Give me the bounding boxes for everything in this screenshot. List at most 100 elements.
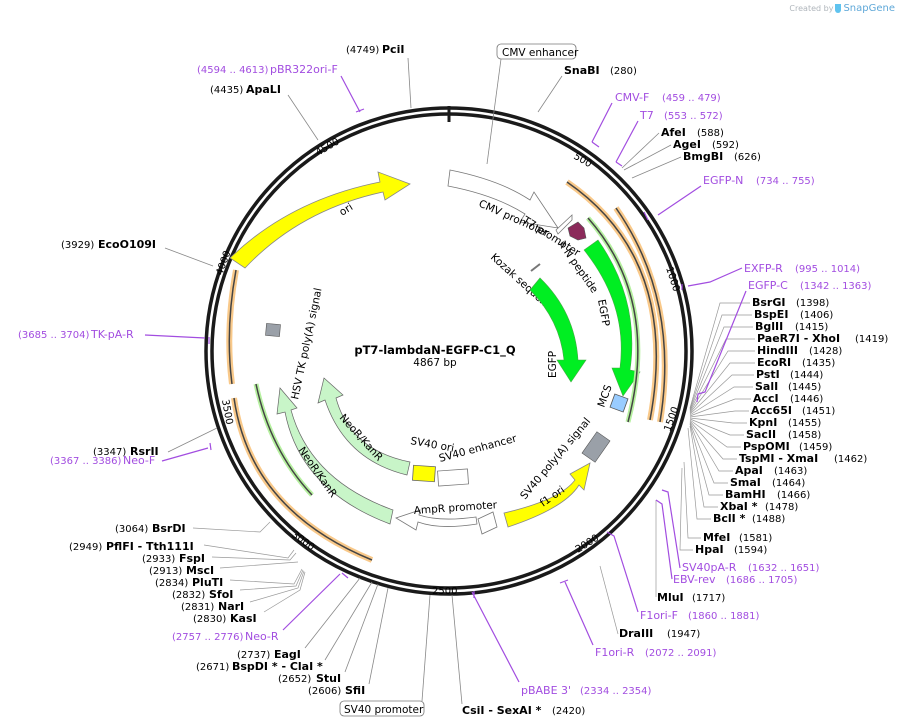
feature-hsv-tk-polya[interactable]: [265, 323, 281, 337]
enzyme-msci[interactable]: MscI: [186, 564, 214, 577]
feature-kozak[interactable]: [530, 263, 541, 272]
svg-text:(1446): (1446): [790, 394, 823, 405]
enzyme-bspei[interactable]: BspEI: [754, 308, 788, 321]
enzyme-bamhi[interactable]: BamHI: [725, 488, 766, 501]
primer-pbr322ori-f[interactable]: pBR322ori-F: [270, 63, 338, 76]
backbone: [204, 106, 694, 596]
primer-ebv-rev[interactable]: EBV-rev: [673, 573, 716, 586]
svg-text:(1463): (1463): [774, 466, 807, 477]
orf-egfp-line: [587, 217, 639, 423]
enzyme-tspmi-xmai[interactable]: TspMI - XmaI: [739, 452, 818, 465]
feature-f1-ori[interactable]: [503, 462, 591, 528]
primer-f1ori-r[interactable]: F1ori-R: [595, 646, 635, 659]
enzyme-stui[interactable]: StuI: [316, 672, 341, 685]
enzyme-bspdi-clai[interactable]: BspDI * - ClaI *: [232, 660, 323, 673]
sv40-promoter-box[interactable]: SV40 promoter: [339, 700, 425, 717]
enzyme-smai[interactable]: SmaI: [730, 476, 761, 489]
enzyme-pspomi[interactable]: PspOMI: [743, 440, 790, 453]
svg-text:(588): (588): [697, 128, 724, 139]
svg-text:(1342 .. 1363): (1342 .. 1363): [800, 281, 872, 292]
feature-neor-kanr-inner[interactable]: [317, 377, 411, 476]
svg-text:(3064): (3064): [115, 524, 148, 535]
feature-sv40-enhancer[interactable]: [437, 468, 469, 487]
enzyme-psti[interactable]: PstI: [756, 368, 780, 381]
enzyme-bsrdi[interactable]: BsrDI: [152, 522, 186, 535]
svg-text:(1444): (1444): [790, 370, 823, 381]
svg-text:(2832): (2832): [172, 590, 205, 601]
enzyme-bcli[interactable]: BclI *: [713, 512, 746, 525]
feature-ampr-promoter[interactable]: [395, 509, 478, 531]
enzyme-hpai[interactable]: HpaI: [695, 543, 724, 556]
enzyme-labels: PciI (4749) ApaLI (4435) SnaBI (280) Afe…: [61, 43, 888, 717]
svg-text:(1462): (1462): [834, 454, 867, 465]
primer-cmv-f[interactable]: CMV-F: [615, 91, 649, 104]
primer-f1ori-f[interactable]: F1ori-F: [640, 609, 678, 622]
svg-text:(1445): (1445): [788, 382, 821, 393]
enzyme-sacii[interactable]: SacII: [746, 428, 776, 441]
enzyme-hindiii[interactable]: HindIII: [757, 344, 798, 357]
feature-mcs[interactable]: [609, 393, 629, 413]
primer-t7[interactable]: T7: [639, 109, 654, 122]
enzyme-fspi[interactable]: FspI: [179, 552, 205, 565]
svg-text:(2737): (2737): [237, 650, 270, 661]
feature-egfp-outer[interactable]: [583, 239, 641, 397]
enzyme-sfii[interactable]: SfiI: [345, 684, 365, 697]
enzyme-afei[interactable]: AfeI: [661, 126, 686, 139]
enzyme-ecori[interactable]: EcoRI: [757, 356, 791, 369]
enzyme-bglii[interactable]: BglII: [755, 320, 783, 333]
enzyme-pcii[interactable]: PciI: [382, 43, 404, 56]
label-neor-kanr-outer: NeoR/KanR: [296, 445, 339, 500]
primer-tk-pa-r[interactable]: TK-pA-R: [90, 328, 134, 341]
feature-ampr-promoter-head[interactable]: [477, 511, 498, 535]
enzyme-snabi[interactable]: SnaBI: [564, 64, 600, 77]
primer-egfp-n[interactable]: EGFP-N: [703, 174, 743, 187]
enzyme-pflfi-tth111i[interactable]: PflFI - Tth111I: [106, 540, 194, 553]
left-cluster-leaders: [192, 521, 306, 613]
enzyme-sfoi[interactable]: SfoI: [209, 588, 233, 601]
primer-exfp-r[interactable]: EXFP-R: [744, 262, 783, 275]
enzyme-sali[interactable]: SalI: [755, 380, 778, 393]
enzyme-csii-sexai[interactable]: CsiI - SexAI *: [462, 704, 542, 717]
enzyme-kpni[interactable]: KpnI: [749, 416, 777, 429]
feature-t7-promoter[interactable]: [555, 214, 573, 235]
enzyme-bmgbi[interactable]: BmgBI: [683, 150, 723, 163]
enzyme-pluti[interactable]: PluTI: [192, 576, 223, 589]
enzyme-rsrii[interactable]: RsrII: [130, 445, 159, 458]
primer-sv40pa-r[interactable]: SV40pA-R: [682, 561, 737, 574]
svg-text:(2072 .. 2091): (2072 .. 2091): [645, 648, 717, 659]
enzyme-xbai[interactable]: XbaI *: [720, 500, 758, 513]
enzyme-paer7i-xhoi[interactable]: PaeR7I - XhoI: [757, 332, 840, 345]
enzyme-kasi[interactable]: KasI: [230, 612, 257, 625]
feature-sv40-ori[interactable]: [412, 464, 436, 483]
primer-egfp-c[interactable]: EGFP-C: [748, 279, 788, 292]
svg-text:(1398): (1398): [796, 298, 829, 309]
enzyme-nari[interactable]: NarI: [218, 600, 244, 613]
feature-lambda-n-peptide[interactable]: [567, 221, 587, 241]
primer-pbabe-3[interactable]: pBABE 3': [521, 684, 571, 697]
enzyme-bsrgi[interactable]: BsrGI: [752, 296, 785, 309]
enzyme-agei[interactable]: AgeI: [673, 138, 701, 151]
feature-cmv-promoter[interactable]: [447, 169, 559, 229]
cmv-enhancer-box[interactable]: CMV enhancer: [496, 43, 579, 60]
primer-neo-f[interactable]: Neo-F: [123, 454, 155, 467]
enzyme-acc65i[interactable]: Acc65I: [751, 404, 792, 417]
feature-sv40-polya[interactable]: [581, 431, 611, 463]
svg-text:(2913): (2913): [149, 566, 182, 577]
enzyme-mfei[interactable]: MfeI: [703, 531, 730, 544]
primer-neo-r[interactable]: Neo-R: [245, 630, 279, 643]
enzyme-eagi[interactable]: EagI: [274, 648, 301, 661]
enzyme-apai[interactable]: ApaI: [735, 464, 763, 477]
enzyme-draiii[interactable]: DraIII: [619, 627, 653, 640]
svg-text:(1428): (1428): [809, 346, 842, 357]
enzyme-ecoo109i[interactable]: EcoO109I: [98, 238, 156, 251]
feature-egfp-inner[interactable]: [529, 277, 587, 383]
svg-text:(459 .. 479): (459 .. 479): [662, 93, 721, 104]
enzyme-acci[interactable]: AccI: [753, 392, 779, 405]
feature-ori[interactable]: [229, 171, 411, 269]
enzyme-apali[interactable]: ApaLI: [246, 83, 281, 96]
svg-text:(2834): (2834): [155, 578, 188, 589]
svg-text:(3367 .. 3386): (3367 .. 3386): [50, 456, 122, 467]
feature-neor-kanr-outer[interactable]: [276, 387, 394, 525]
enzyme-mlui[interactable]: MluI: [657, 591, 684, 604]
